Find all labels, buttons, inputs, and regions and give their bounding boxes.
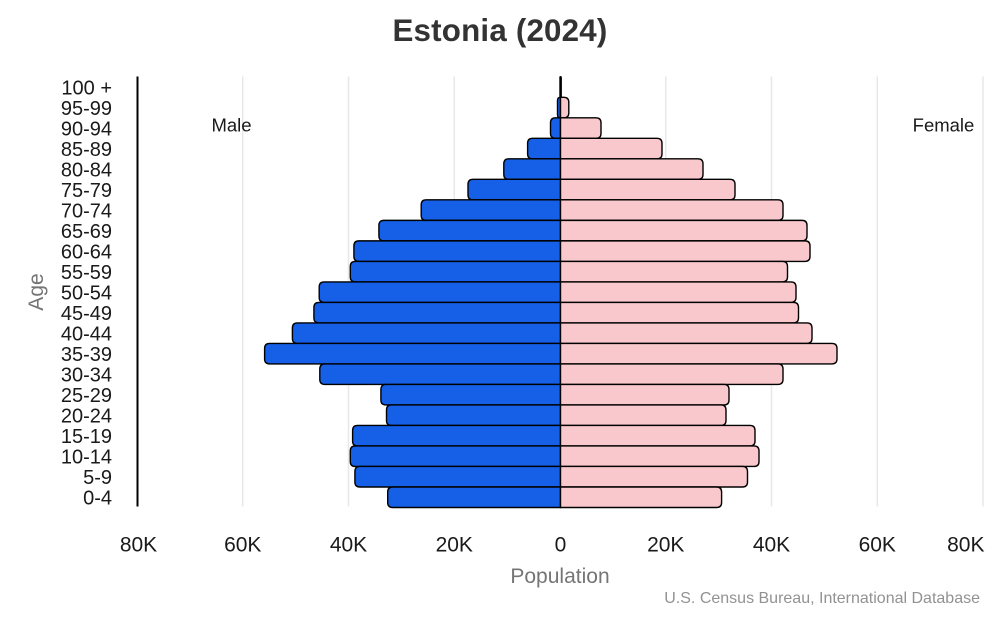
svg-text:40K: 40K <box>753 534 790 557</box>
svg-text:60K: 60K <box>859 534 896 557</box>
svg-text:40K: 40K <box>330 534 367 557</box>
svg-text:80K: 80K <box>120 534 157 557</box>
svg-text:35-39: 35-39 <box>61 344 112 366</box>
svg-text:20-24: 20-24 <box>61 405 112 427</box>
svg-text:Age: Age <box>25 273 48 310</box>
svg-text:60K: 60K <box>224 534 261 557</box>
svg-text:0: 0 <box>555 534 567 557</box>
svg-text:20K: 20K <box>647 534 684 557</box>
svg-text:Estonia (2024): Estonia (2024) <box>392 13 607 48</box>
svg-text:100 +: 100 + <box>61 77 112 99</box>
svg-text:5-9: 5-9 <box>83 467 112 489</box>
svg-text:60-64: 60-64 <box>61 241 112 263</box>
svg-text:80K: 80K <box>947 534 984 557</box>
svg-text:55-59: 55-59 <box>61 262 112 284</box>
svg-text:Female: Female <box>913 115 975 136</box>
svg-text:25-29: 25-29 <box>61 385 112 407</box>
svg-text:45-49: 45-49 <box>61 303 112 325</box>
svg-text:70-74: 70-74 <box>61 200 112 222</box>
svg-text:20K: 20K <box>436 534 473 557</box>
svg-text:0-4: 0-4 <box>83 487 112 509</box>
svg-text:90-94: 90-94 <box>61 118 112 140</box>
svg-text:50-54: 50-54 <box>61 282 112 304</box>
svg-text:85-89: 85-89 <box>61 139 112 161</box>
svg-text:30-34: 30-34 <box>61 364 112 386</box>
svg-text:80-84: 80-84 <box>61 159 112 181</box>
svg-text:10-14: 10-14 <box>61 446 112 468</box>
svg-text:15-19: 15-19 <box>61 426 112 448</box>
svg-text:75-79: 75-79 <box>61 180 112 202</box>
svg-text:Male: Male <box>211 115 251 136</box>
svg-text:95-99: 95-99 <box>61 98 112 120</box>
svg-text:U.S. Census Bureau, Internatio: U.S. Census Bureau, International Databa… <box>664 590 980 607</box>
svg-text:65-69: 65-69 <box>61 221 112 243</box>
svg-text:40-44: 40-44 <box>61 323 112 345</box>
svg-text:Population: Population <box>510 565 609 588</box>
